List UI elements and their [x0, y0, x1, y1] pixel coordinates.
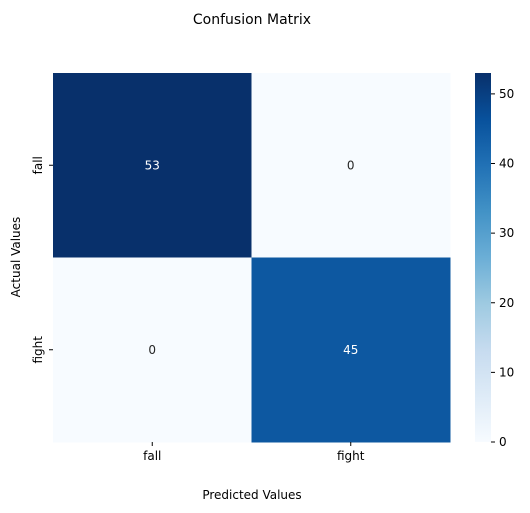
colorbar-tick-label-20: 20 [499, 296, 514, 310]
heatmap-cells [53, 73, 451, 443]
x-axis-label: Predicted Values [202, 488, 301, 502]
heatmap-value-fight-fight: 45 [343, 343, 358, 357]
x-tick-label-fall: fall [143, 449, 161, 463]
colorbar-tick-label-10: 10 [499, 365, 514, 379]
colorbar-tick-label-30: 30 [499, 226, 514, 240]
y-tick-label-fall: fall [31, 156, 45, 174]
colorbar-tick-label-50: 50 [499, 87, 514, 101]
heatmap-value-fall-fall: 53 [145, 158, 160, 172]
colorbar [475, 73, 491, 442]
heatmap-value-fall-fight: 0 [347, 158, 355, 172]
x-tick-label-fight: fight [337, 449, 365, 463]
y-tick-label-fight: fight [31, 336, 45, 364]
heatmap-value-fight-fall: 0 [148, 343, 156, 357]
heatmap-annotations: 53 0 0 45 [145, 158, 359, 357]
colorbar-tick-label-40: 40 [499, 157, 514, 171]
y-axis-ticks: fall fight [31, 156, 53, 364]
colorbar-ticks: 0 10 20 30 40 50 [491, 87, 514, 449]
colorbar-tick-label-0: 0 [499, 435, 507, 449]
heatmap-cell-fall-fall [53, 73, 252, 258]
heatmap-cell-fight-fall [53, 257, 252, 443]
heatmap-cell-fall-fight [251, 73, 451, 258]
heatmap-cell-fight-fight [251, 257, 451, 443]
x-axis-ticks: fall fight [143, 442, 365, 463]
chart-title: Confusion Matrix [193, 12, 311, 28]
y-axis-label: Actual Values [9, 217, 23, 298]
